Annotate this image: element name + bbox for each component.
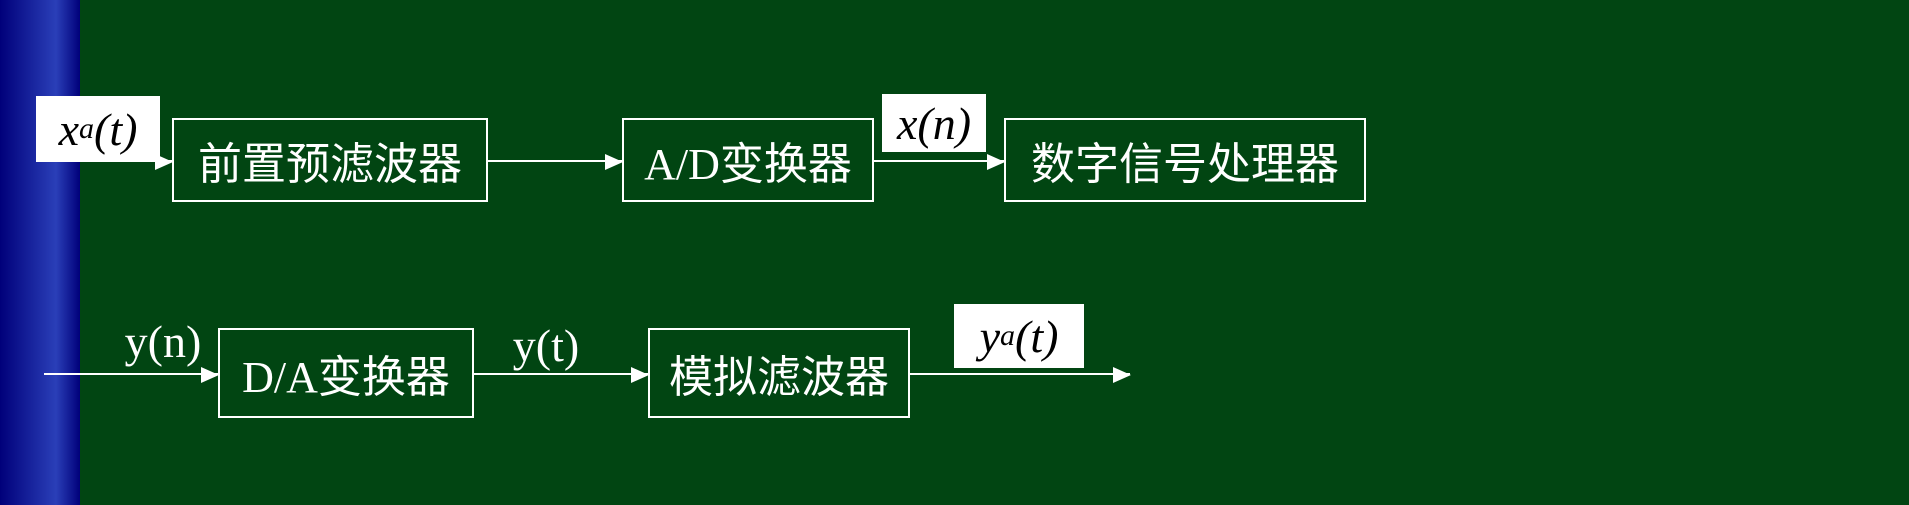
diagram-box: 模拟滤波器 <box>648 328 910 418</box>
arrow <box>910 373 1130 375</box>
box-label: 数字信号处理器 <box>1031 128 1339 192</box>
label-ya-t: ya(t) <box>954 304 1084 368</box>
box-label: 模拟滤波器 <box>669 341 889 405</box>
label-x-n: x(n) <box>882 94 986 152</box>
arrow <box>44 373 218 375</box>
arrow <box>474 373 648 375</box>
diagram-box: A/D变换器 <box>622 118 874 202</box>
label-y-n: y(n) <box>108 314 218 368</box>
box-label: A/D变换器 <box>644 128 852 192</box>
arrow <box>874 160 1004 162</box>
arrow <box>488 160 622 162</box>
box-label: D/A变换器 <box>242 341 450 405</box>
diagram-box: 前置预滤波器 <box>172 118 488 202</box>
label-xa-t: xa(t) <box>36 96 160 162</box>
box-label: 前置预滤波器 <box>198 128 462 192</box>
diagram-box: D/A变换器 <box>218 328 474 418</box>
diagram-box: 数字信号处理器 <box>1004 118 1366 202</box>
label-y-t: y(t) <box>498 318 594 372</box>
